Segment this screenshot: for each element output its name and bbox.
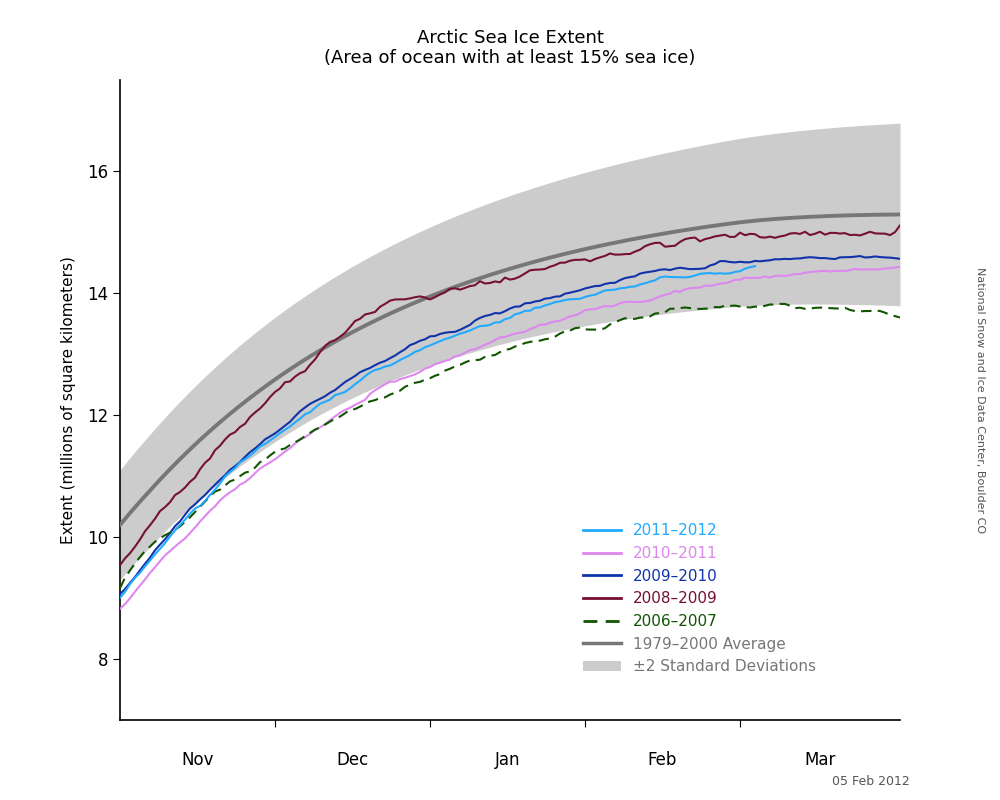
Text: National Snow and Ice Data Center, Boulder CO: National Snow and Ice Data Center, Bould…: [975, 267, 985, 533]
Y-axis label: Extent (millions of square kilometers): Extent (millions of square kilometers): [61, 256, 76, 544]
Text: 05 Feb 2012: 05 Feb 2012: [832, 775, 910, 788]
Text: Dec: Dec: [336, 750, 369, 769]
Text: Jan: Jan: [495, 750, 520, 769]
Title: Arctic Sea Ice Extent
(Area of ocean with at least 15% sea ice): Arctic Sea Ice Extent (Area of ocean wit…: [324, 29, 696, 67]
Text: Nov: Nov: [181, 750, 214, 769]
Legend: 2011–2012, 2010–2011, 2009–2010, 2008–2009, 2006–2007, 1979–2000 Average, ±2 Sta: 2011–2012, 2010–2011, 2009–2010, 2008–20…: [577, 518, 822, 680]
Text: Feb: Feb: [648, 750, 677, 769]
Text: Mar: Mar: [804, 750, 836, 769]
